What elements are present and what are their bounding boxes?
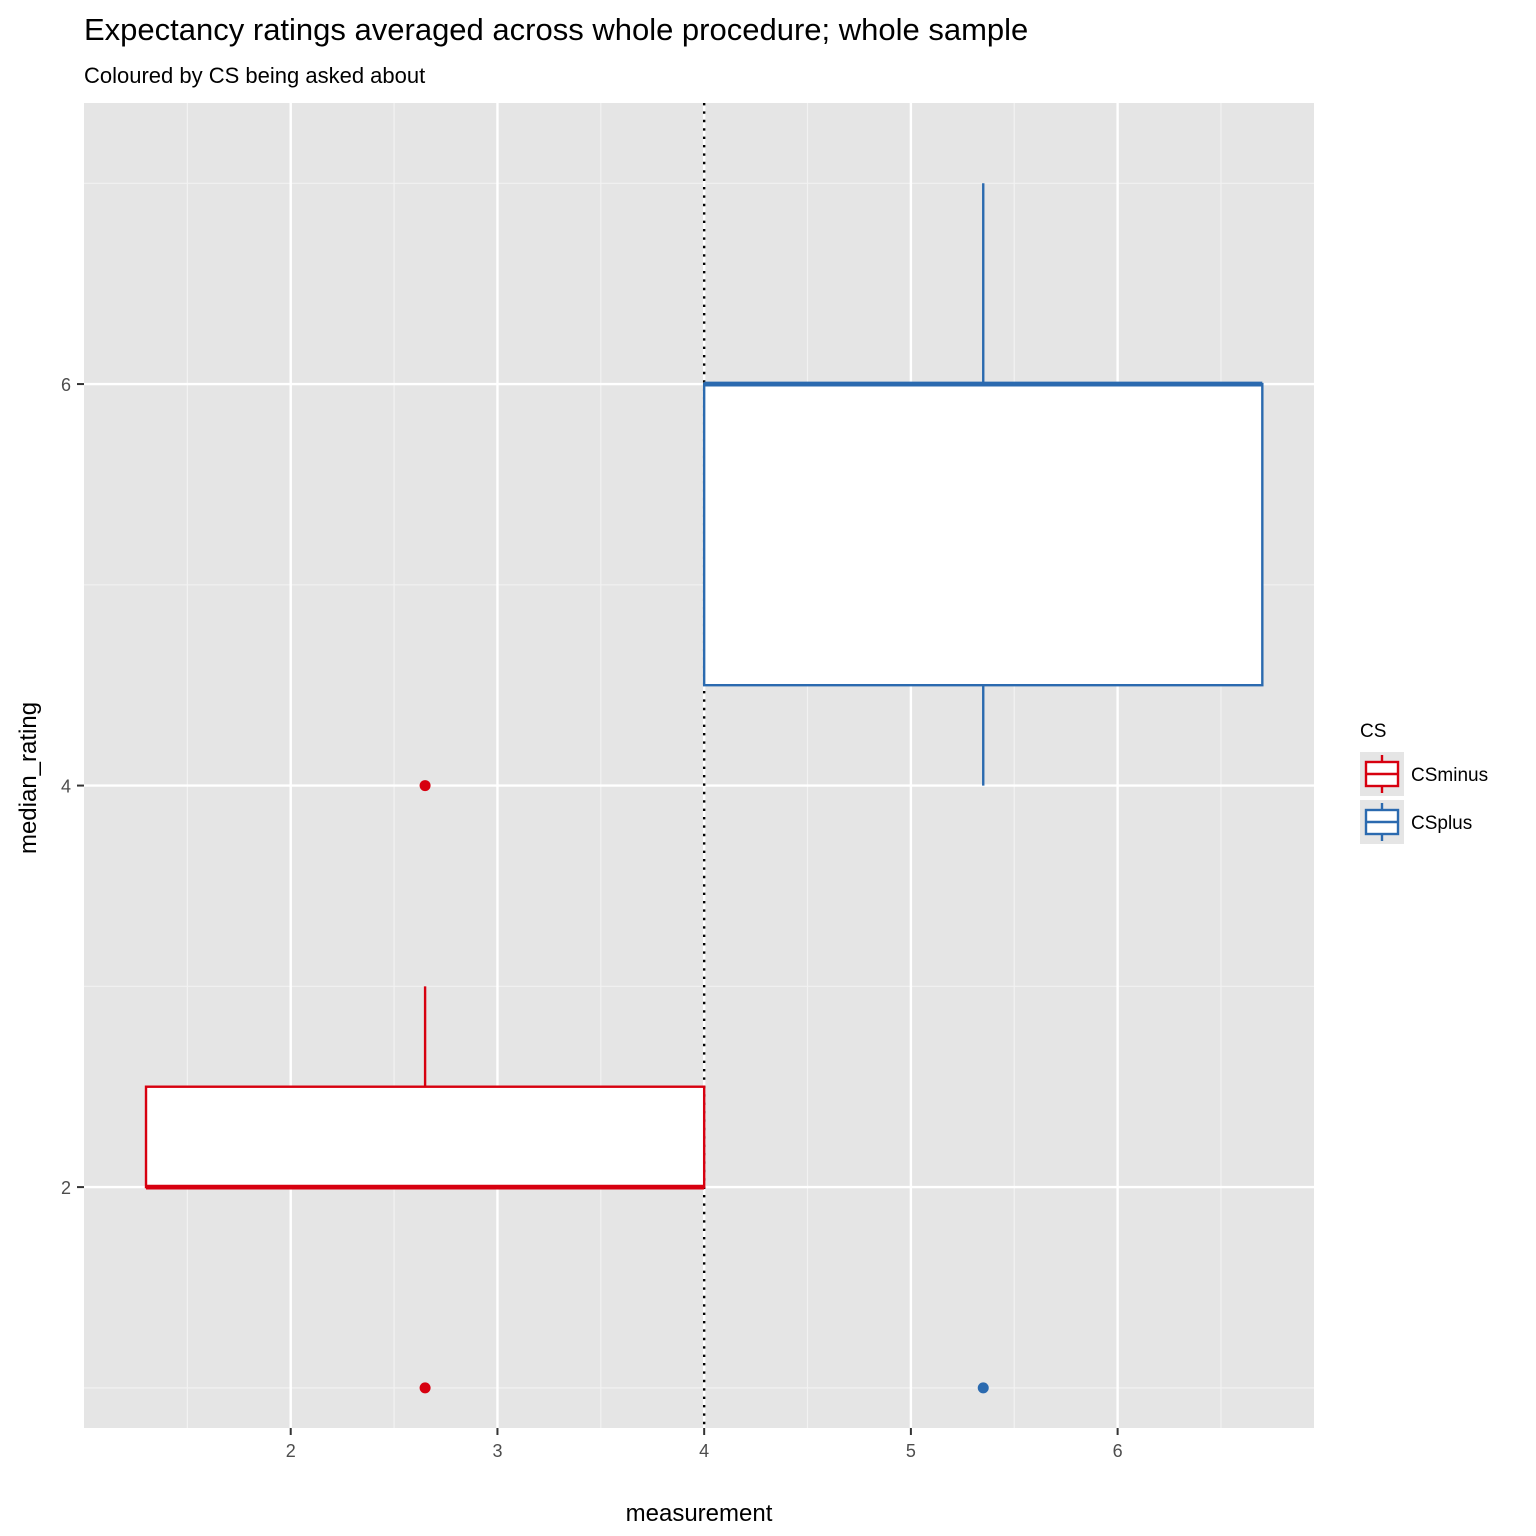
boxplot-CSplus [702,183,1264,1394]
legend: CS CSminus CSplus [1360,721,1488,844]
boxplots [144,183,1264,1394]
box [144,1085,706,1189]
axes: 2 3 4 5 6 2 4 6 [61,375,1123,1461]
x-tick-label: 2 [286,1441,296,1461]
box [702,382,1264,687]
x-tick-label: 5 [906,1441,916,1461]
legend-entry-CSplus: CSplus [1360,800,1472,844]
y-tick-label: 4 [61,777,71,797]
legend-title: CS [1360,721,1386,742]
chart-title: Expectancy ratings averaged across whole… [84,12,1028,47]
plot-panel [84,103,1314,1428]
chart-subtitle: Coloured by CS being asked about [84,63,425,88]
legend-entry-CSminus: CSminus [1360,752,1488,796]
x-tick-label: 6 [1113,1441,1123,1461]
legend-label: CSplus [1411,813,1472,834]
outlier-point [977,1382,989,1394]
y-tick-label: 2 [61,1178,71,1198]
legend-label: CSminus [1411,765,1488,786]
outlier-point [419,1382,431,1394]
boxplot-CSminus [144,780,706,1394]
x-tick-label: 3 [492,1441,502,1461]
x-tick-label: 4 [699,1441,709,1461]
grid [84,103,1314,1428]
outlier-point [419,780,431,792]
y-tick-label: 6 [61,375,71,395]
x-axis-title: measurement [626,1500,773,1527]
y-axis-title: median_rating [15,702,42,854]
